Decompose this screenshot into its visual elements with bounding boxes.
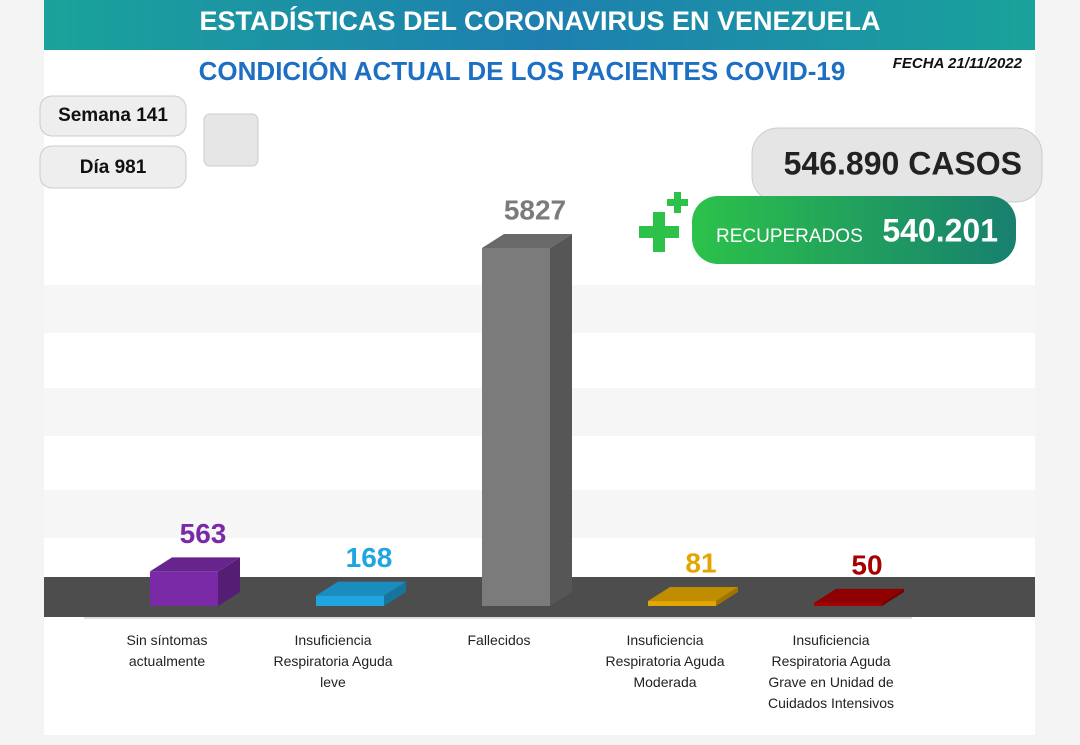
bar-side bbox=[218, 557, 240, 606]
value-label: 81 bbox=[685, 547, 716, 578]
bar bbox=[648, 601, 716, 606]
recovered: 540.201 bbox=[882, 212, 998, 248]
week: Semana 141 bbox=[58, 105, 168, 126]
bar-side bbox=[716, 587, 738, 606]
day: Día 981 bbox=[80, 157, 147, 178]
bar-side bbox=[384, 581, 406, 606]
day-badge bbox=[39, 145, 187, 189]
title: ESTADÍSTICAS DEL CORONAVIRUS EN VENEZUEL… bbox=[199, 5, 880, 36]
recovered-badge bbox=[692, 196, 1016, 264]
bar-side bbox=[882, 588, 904, 606]
bar bbox=[482, 248, 550, 606]
bar-side bbox=[550, 234, 572, 606]
bar bbox=[150, 571, 218, 606]
bar bbox=[814, 602, 882, 606]
subtitle: CONDICIÓN ACTUAL DE LOS PACIENTES COVID-… bbox=[199, 56, 846, 86]
category-label: Fallecidos bbox=[467, 632, 531, 648]
plus-icon bbox=[639, 212, 679, 252]
category-label: Insuficiencia Respiratoria Aguda Moderad… bbox=[605, 632, 725, 690]
bar-top bbox=[814, 588, 904, 603]
week-badge bbox=[39, 95, 187, 137]
bar bbox=[316, 595, 384, 606]
value-label: 5827 bbox=[504, 194, 566, 225]
category-label: Insuficiencia Respiratoria Aguda leve bbox=[273, 632, 393, 690]
category-label: Insuficiencia Respiratoria Aguda Grave e… bbox=[767, 632, 895, 711]
category-label: Sin síntomas actualmente bbox=[126, 632, 208, 669]
plus-icon bbox=[667, 192, 688, 213]
bar-top bbox=[648, 587, 738, 602]
recovered-label: RECUPERADOS bbox=[716, 226, 863, 247]
value-label: 168 bbox=[346, 542, 393, 573]
calendar-icon bbox=[203, 113, 259, 167]
header-band bbox=[44, 0, 1035, 50]
date: FECHA 21/11/2022 bbox=[893, 55, 1023, 72]
bar-top bbox=[150, 557, 240, 572]
value-label: 50 bbox=[851, 549, 882, 580]
cases: 546.890 CASOS bbox=[784, 145, 1022, 181]
bar-top bbox=[482, 234, 572, 248]
bar-top bbox=[316, 581, 406, 596]
value-label: 563 bbox=[180, 518, 227, 549]
